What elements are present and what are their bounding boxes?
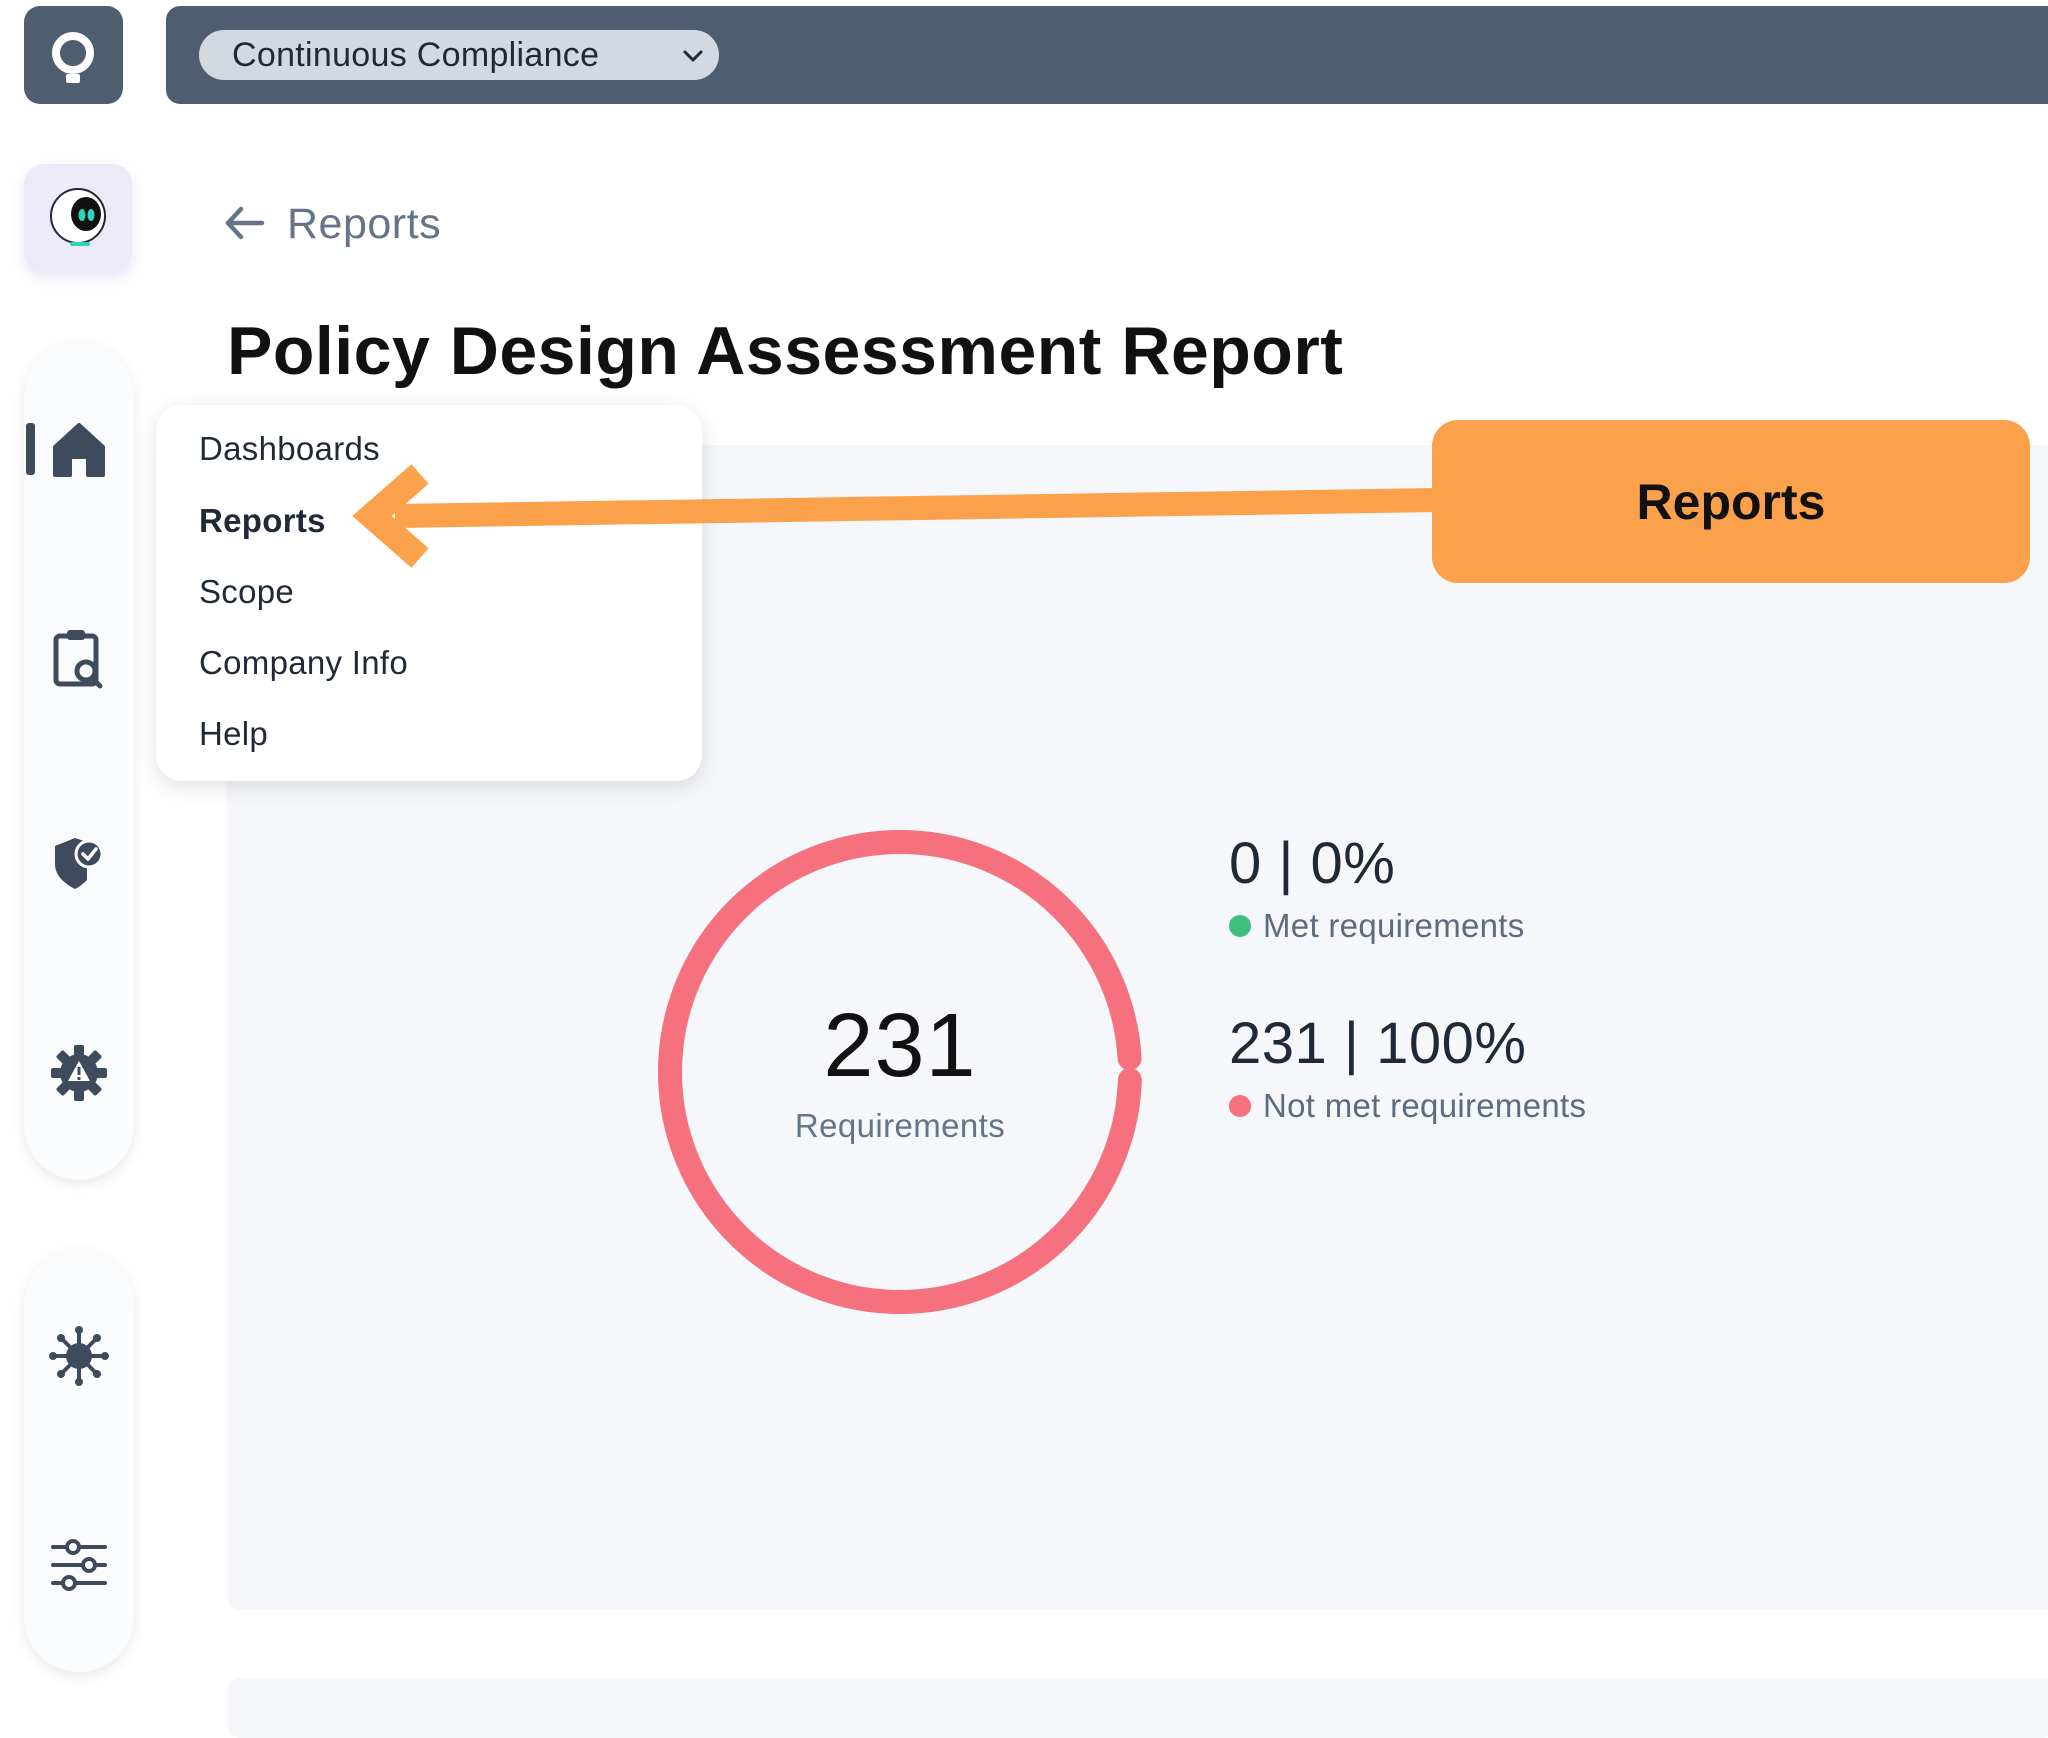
active-nav-indicator bbox=[26, 423, 35, 475]
shield-check-icon[interactable] bbox=[39, 822, 119, 902]
network-hub-icon[interactable] bbox=[39, 1316, 119, 1396]
breadcrumb-reports-link[interactable]: Reports bbox=[287, 200, 442, 248]
met-requirements-legend: Met requirements bbox=[1229, 907, 1525, 945]
chevron-down-icon bbox=[683, 50, 703, 62]
met-legend-dot bbox=[1229, 915, 1251, 937]
breadcrumb-dropdown-menu: Dashboards Reports Scope Company Info He… bbox=[156, 405, 702, 781]
total-requirements-count: 231 bbox=[823, 996, 977, 1096]
clipboard-search-icon[interactable] bbox=[39, 618, 119, 698]
home-icon[interactable] bbox=[39, 409, 119, 489]
requirements-donut-chart bbox=[658, 830, 1142, 1314]
menu-item-dashboards[interactable]: Dashboards bbox=[199, 430, 380, 467]
workspace-select[interactable]: Continuous Compliance bbox=[199, 30, 719, 80]
menu-item-company-info[interactable]: Company Info bbox=[199, 644, 409, 681]
total-requirements-label: Requirements bbox=[794, 1107, 1006, 1144]
callout-label: Reports bbox=[1636, 473, 1826, 530]
annotation-callout: Reports bbox=[1432, 420, 2030, 583]
back-arrow-icon[interactable] bbox=[222, 200, 268, 246]
gear-alert-icon[interactable] bbox=[39, 1033, 119, 1113]
not-met-arc bbox=[658, 830, 1142, 1314]
met-requirements-label: Met requirements bbox=[1263, 907, 1525, 944]
not-met-requirements-value: 231 | 100% bbox=[1229, 1011, 1527, 1076]
workspace-label: Continuous Compliance bbox=[232, 35, 600, 74]
nav-group-primary bbox=[24, 342, 134, 1180]
menu-item-scope[interactable]: Scope bbox=[199, 573, 295, 610]
sliders-icon[interactable] bbox=[39, 1525, 119, 1605]
met-requirements-value: 0 | 0% bbox=[1229, 831, 1396, 896]
page-title: Policy Design Assessment Report bbox=[227, 313, 1344, 389]
app-logo[interactable] bbox=[24, 6, 123, 104]
assistant-bot-icon bbox=[50, 188, 106, 246]
menu-item-reports[interactable]: Reports bbox=[199, 502, 326, 539]
app-logo-icon bbox=[52, 32, 94, 83]
assistant-button[interactable] bbox=[24, 164, 132, 272]
not-met-requirements-legend: Not met requirements bbox=[1229, 1087, 1586, 1125]
nav-group-secondary bbox=[24, 1250, 134, 1672]
not-met-requirements-label: Not met requirements bbox=[1263, 1087, 1587, 1124]
not-met-legend-dot bbox=[1229, 1095, 1251, 1117]
menu-item-help[interactable]: Help bbox=[199, 715, 269, 752]
top-bar: Continuous Compliance bbox=[166, 6, 2048, 104]
